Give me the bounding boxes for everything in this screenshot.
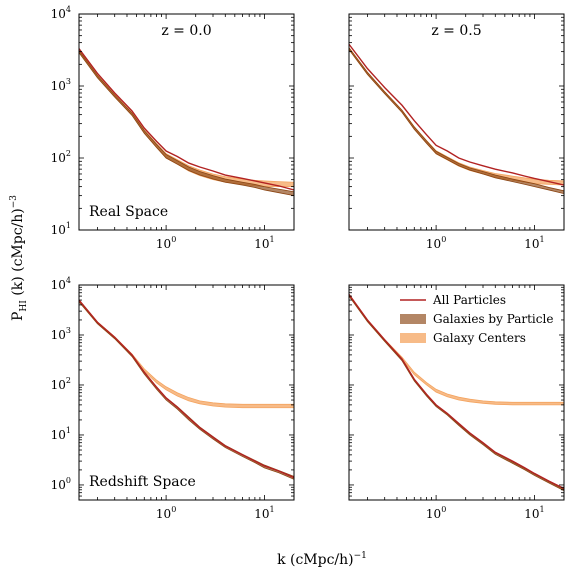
y-axis-label: PHI (k) (cMpc/h)−3 xyxy=(9,195,29,321)
y-tick-label-redshift-z0: 103 xyxy=(51,326,71,342)
panel-title-real-z05: z = 0.5 xyxy=(431,23,481,39)
y-tick-label-redshift-z0: 100 xyxy=(51,476,71,492)
panel-annotation-real-z0: Real Space xyxy=(89,204,168,220)
y-tick-label-redshift-z0: 104 xyxy=(51,276,71,292)
series-galaxies-by-particle-real-z0 xyxy=(79,49,294,197)
legend-label-galaxy-centers: Galaxy Centers xyxy=(433,331,526,345)
x-tick-label-real-z0: 101 xyxy=(254,235,274,251)
plot-area-redshift-z05 xyxy=(349,293,564,492)
y-axis-label-rest: (k) (cMpc/h) xyxy=(10,208,26,300)
legend: All Particles Galaxies by Particle Galax… xyxy=(400,293,553,345)
series-all-particles-real-z05 xyxy=(349,43,564,186)
y-tick-label-redshift-z0: 101 xyxy=(51,426,71,442)
series-all-particles-redshift-z0 xyxy=(79,299,294,479)
legend-swatch-galaxy-centers xyxy=(400,333,426,343)
y-tick-label-redshift-z0: 102 xyxy=(51,376,71,392)
x-tick-label-real-z05: 100 xyxy=(426,235,446,251)
x-axis-label-exp: −1 xyxy=(354,551,367,561)
series-all-particles-real-z0 xyxy=(79,48,294,191)
legend-label-all-particles: All Particles xyxy=(432,293,506,307)
x-tick-label-real-z05: 101 xyxy=(524,235,544,251)
y-tick-label-real-z0: 103 xyxy=(51,77,71,93)
plot-area-redshift-z0 xyxy=(79,299,294,480)
panel-real-z05: 100 101 z = 0.5 xyxy=(348,13,565,251)
y-tick-label-real-z0: 101 xyxy=(51,221,71,237)
y-axis-label-p: P xyxy=(10,312,26,321)
x-tick-label-redshift-z0: 100 xyxy=(156,505,176,521)
x-tick-label-redshift-z05: 100 xyxy=(426,505,446,521)
series-all-particles-redshift-z05 xyxy=(349,293,564,490)
plot-area-real-z05 xyxy=(349,43,564,195)
panel-redshift-z0: 100 101 100 101 102 103 104 Redshift Space xyxy=(51,276,295,521)
x-tick-label-redshift-z0: 101 xyxy=(254,505,274,521)
series-galaxies-by-particle-real-z05 xyxy=(349,47,564,195)
series-galaxy-centers-redshift-z0 xyxy=(79,299,294,409)
frame-real-z05 xyxy=(348,13,565,231)
series-galaxy-centers-redshift-z05 xyxy=(349,293,564,406)
x-axis-label-text: k (cMpc/h) xyxy=(277,552,354,568)
panel-title-real-z0: z = 0.0 xyxy=(161,23,211,39)
x-axis-label: k (cMpc/h)−1 xyxy=(277,551,367,568)
plot-area-real-z0 xyxy=(79,48,294,197)
x-tick-label-real-z0: 100 xyxy=(156,235,176,251)
y-axis-label-sub: HI xyxy=(19,300,29,312)
panel-redshift-z05: 100 101 xyxy=(348,284,565,521)
x-tick-label-redshift-z05: 101 xyxy=(524,505,544,521)
series-galaxies-by-particle-redshift-z0 xyxy=(79,299,294,480)
panel-annotation-redshift-z0: Redshift Space xyxy=(89,474,196,490)
legend-swatch-galaxies-by-particle xyxy=(400,314,426,324)
y-tick-label-real-z0: 104 xyxy=(51,5,71,21)
frame-real-z0 xyxy=(78,13,295,231)
frame-redshift-z0 xyxy=(78,284,295,501)
y-axis-label-exp: −3 xyxy=(9,195,19,209)
y-tick-label-real-z0: 102 xyxy=(51,149,71,165)
legend-label-galaxies-by-particle: Galaxies by Particle xyxy=(433,312,553,326)
panel-real-z0: 100 101 101 102 103 104 z = 0.0 Real Space xyxy=(51,5,295,251)
